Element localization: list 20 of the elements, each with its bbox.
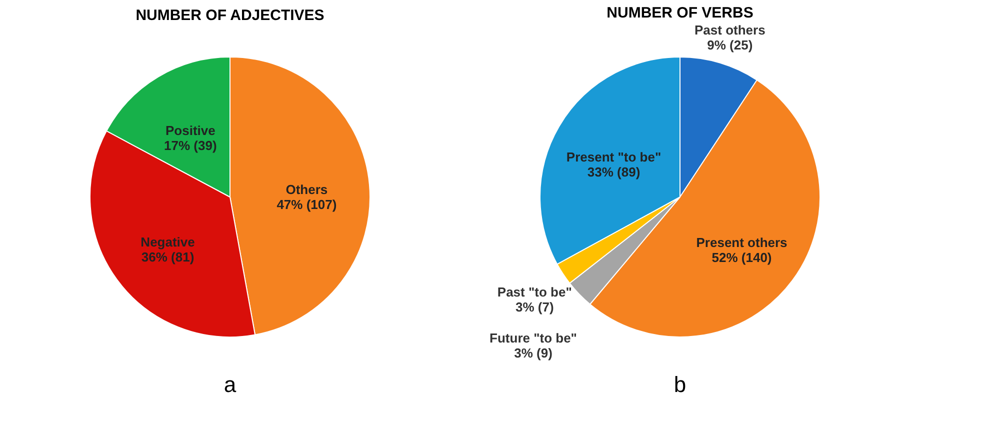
data-label: 47% (107) (276, 197, 337, 212)
slice-label: Future "to be" (490, 330, 577, 346)
slice-label: Present others (696, 234, 788, 250)
slice-label: Positive (166, 122, 216, 138)
slice-label: Present "to be" (566, 150, 662, 165)
text: b (674, 372, 686, 397)
slice-label: Past "to be" (497, 284, 572, 300)
data-label: 52% (140) (712, 250, 772, 265)
data-label: 17% (39) (164, 138, 217, 153)
data-label: 3% (7) (515, 300, 554, 315)
slice-label: Past others (694, 22, 766, 38)
slice-label: Negative (140, 234, 195, 250)
chart-title: NUMBER OF ADJECTIVES (136, 7, 324, 24)
data-label: 9% (25) (707, 37, 753, 52)
data-label: 33% (89) (587, 164, 640, 180)
chart-title: NUMBER OF VERBS (606, 4, 754, 22)
slice-label: Others (286, 182, 328, 198)
text: a (224, 372, 237, 397)
data-label: 36% (81) (141, 249, 194, 264)
data-label: 3% (9) (514, 346, 552, 361)
